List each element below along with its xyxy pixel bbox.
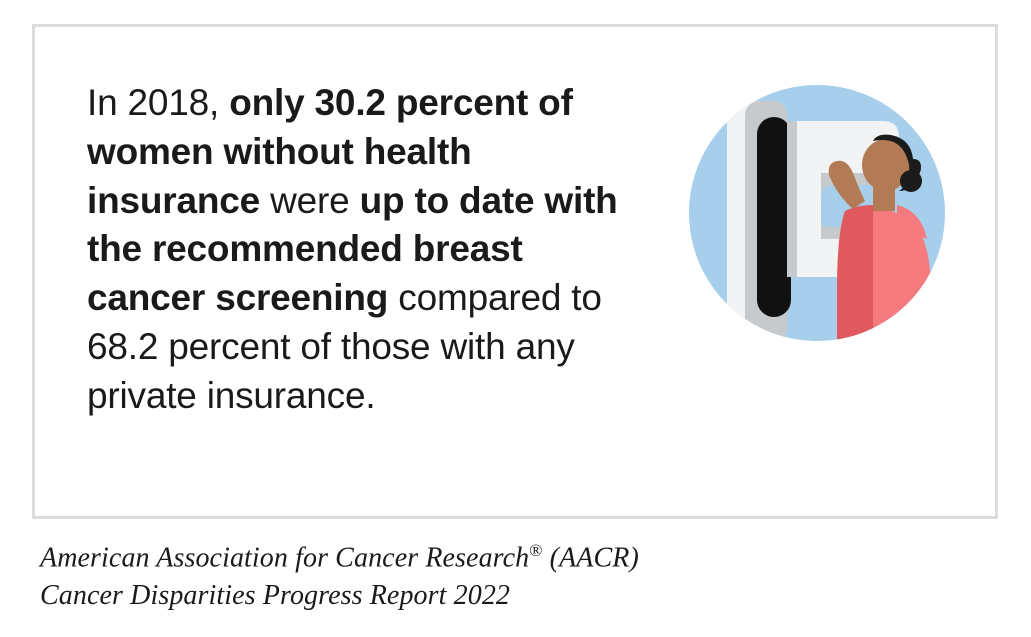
- attribution-acronym: (AACR): [543, 542, 639, 573]
- mammogram-screening-icon: [687, 83, 947, 343]
- text-segment: In 2018,: [87, 82, 229, 123]
- source-attribution: American Association for Cancer Research…: [40, 539, 999, 615]
- attribution-org: American Association for Cancer Research: [40, 542, 529, 573]
- attribution-line-2: Cancer Disparities Progress Report 2022: [40, 577, 999, 615]
- text-segment: were: [260, 180, 360, 221]
- registered-mark: ®: [529, 541, 542, 560]
- attribution-line-1: American Association for Cancer Research…: [40, 539, 999, 577]
- infographic-canvas: In 2018, only 30.2 percent of women with…: [0, 0, 1031, 637]
- statistic-text: In 2018, only 30.2 percent of women with…: [87, 79, 625, 421]
- statistic-card: In 2018, only 30.2 percent of women with…: [32, 24, 998, 519]
